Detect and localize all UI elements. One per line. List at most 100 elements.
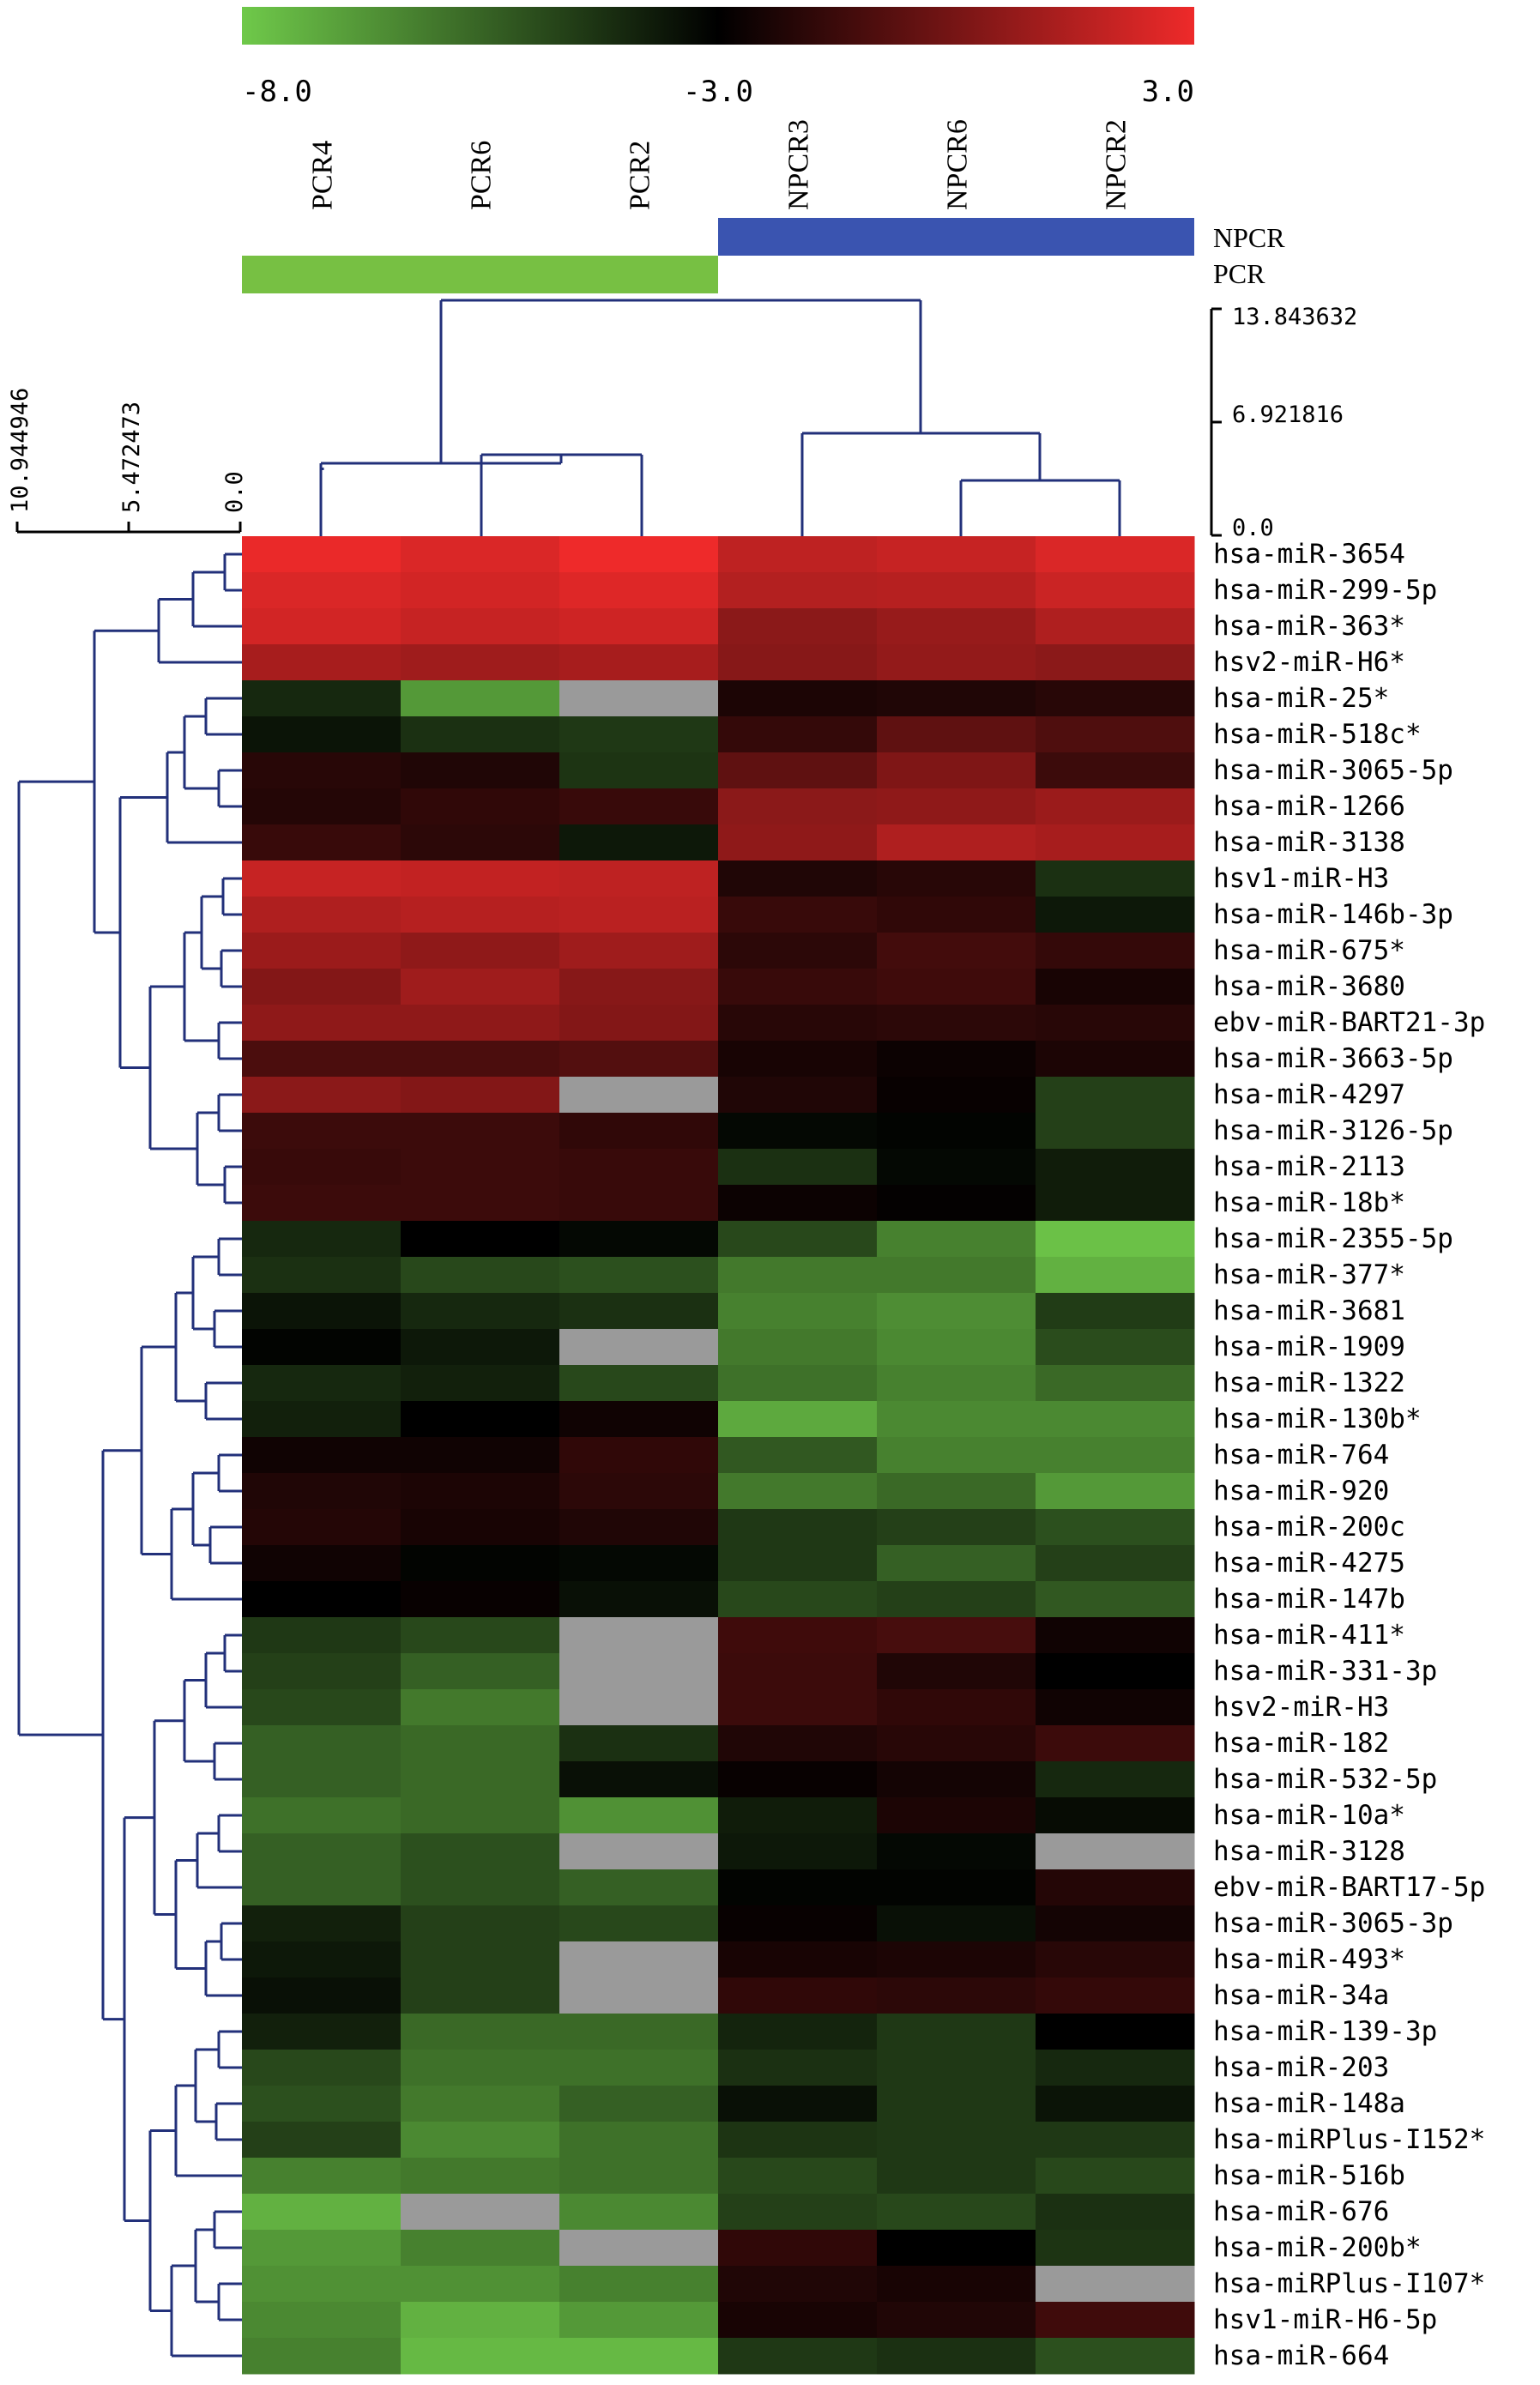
heatmap-cell [877,1221,1036,1258]
heatmap-cell [1036,1365,1195,1402]
row-label: hsa-miR-3663-5p [1213,1043,1453,1074]
row-label: hsa-miR-377* [1213,1259,1405,1290]
heatmap-cell [242,2158,402,2195]
heatmap-cell [1036,1401,1195,1438]
heatmap-cell [559,1545,719,1582]
heatmap-cell [242,1221,402,1258]
heatmap-cell [401,1725,560,1762]
heatmap-cell [401,644,560,681]
row-dendrogram-link [214,2102,242,2141]
heatmap-cell [401,2266,560,2303]
heatmap-cell [718,1653,878,1690]
heatmap-cell [1036,1473,1195,1510]
heatmap-cell [559,1905,719,1942]
heatmap-cell [718,2158,878,2195]
heatmap-cell [877,1653,1036,1690]
heatmap-cell [401,2050,560,2086]
heatmap-cell [559,1941,719,1978]
heatmap-cell [559,2122,719,2159]
row-dendrogram-link [217,1237,242,1277]
heatmap-cell [877,572,1036,609]
row-label: hsa-miR-182 [1213,1728,1389,1759]
heatmap-cell [242,1761,402,1798]
column-label: NPCR2 [1101,119,1132,210]
row-dendrogram-link [208,1525,242,1565]
row-dendrogram-link [148,985,197,1150]
heatmap-cell [559,933,719,969]
heatmap-cell [1036,1113,1195,1150]
col-scale-tick-bottom: 0.0 [1232,515,1274,541]
heatmap-cell [718,1617,878,1654]
heatmap-cell [242,608,402,645]
heatmap-cell [559,1761,719,1798]
row-dendrogram-link [217,1814,242,1853]
row-dendrogram-link [101,1449,142,2021]
row-dendrogram-link [204,697,242,736]
heatmap-cell [877,1797,1036,1834]
heatmap-cell [401,1869,560,1906]
heatmap-cell [242,1437,402,1474]
heatmap-cell [718,969,878,1005]
row-dendrogram-link [223,1633,242,1673]
heatmap-cell [401,1257,560,1294]
heatmap-cell [877,2050,1036,2086]
heatmap-cell [877,1509,1036,1546]
heatmap-cell [559,1329,719,1366]
heatmap-cell [877,2194,1036,2231]
row-label: hsa-miR-2113 [1213,1151,1405,1182]
heatmap-cell [559,788,719,825]
heatmap-cell [877,824,1036,861]
heatmap-cell [1036,680,1195,717]
row-dendrogram-link [118,796,167,1069]
row-dendrogram-link [196,1111,225,1186]
row-label: hsa-miR-1322 [1213,1368,1405,1398]
row-label: hsa-miR-764 [1213,1440,1389,1470]
heatmap-cell [718,1005,878,1042]
heatmap-cell [559,824,719,861]
heatmap-cell [559,2230,719,2267]
heatmap-cell [242,2086,402,2122]
heatmap-cell [718,1905,878,1942]
row-labels: hsa-miR-3654 hsa-miR-299-5p hsa-miR-363* hs… [1213,539,1485,2371]
row-label: hsv2-miR-H6* [1213,647,1405,678]
heatmap-cell [559,716,719,753]
column-labels: PCR4 PCR6 PCR2 NPCR3 NPCR6 NPCR2 [307,119,1132,210]
row-dendrogram-link [93,629,159,934]
heatmap-cell [242,2050,402,2086]
row-label: hsa-miR-363* [1213,611,1405,642]
heatmap-cell [559,1221,719,1258]
heatmap-cell [559,1185,719,1222]
heatmap-cell [1036,536,1195,573]
heatmap-cell [401,1365,560,1402]
row-dendrogram-link [183,1679,214,1763]
heatmap-cell [559,1473,719,1510]
row-label: hsa-miR-3680 [1213,971,1405,1002]
column-label: PCR6 [466,141,498,210]
row-label: hsa-miR-516b [1213,2160,1405,2191]
heatmap-cell [401,1041,560,1078]
heatmap-cell [877,752,1036,789]
row-dendrogram-link [183,715,219,790]
heatmap-cell [1036,1653,1195,1690]
row-dendrogram-link [217,2030,242,2069]
heatmap-cell [877,897,1036,933]
heatmap-cell [877,1473,1036,1510]
heatmap-cell [877,608,1036,645]
heatmap-cell [559,1113,719,1150]
col-scale-tick-mid: 6.921816 [1232,402,1344,428]
heatmap-cell [559,1725,719,1762]
heatmap-cell [559,1653,719,1690]
heatmap-cell [877,1581,1036,1618]
heatmap-cell [559,2086,719,2122]
row-dendrogram-link [204,1940,242,1997]
row-dendrogram-link [213,1742,242,1781]
heatmap-cell [242,860,402,897]
heatmap-cell [559,1041,719,1078]
heatmap-cell [559,2014,719,2050]
heatmap-cell [559,1149,719,1186]
heatmap-cell [559,1617,719,1654]
heatmap-cell [718,1293,878,1330]
row-label: hsa-miRPlus-I107* [1213,2268,1485,2299]
heatmap-cell [1036,969,1195,1005]
heatmap-cell [559,2158,719,2195]
